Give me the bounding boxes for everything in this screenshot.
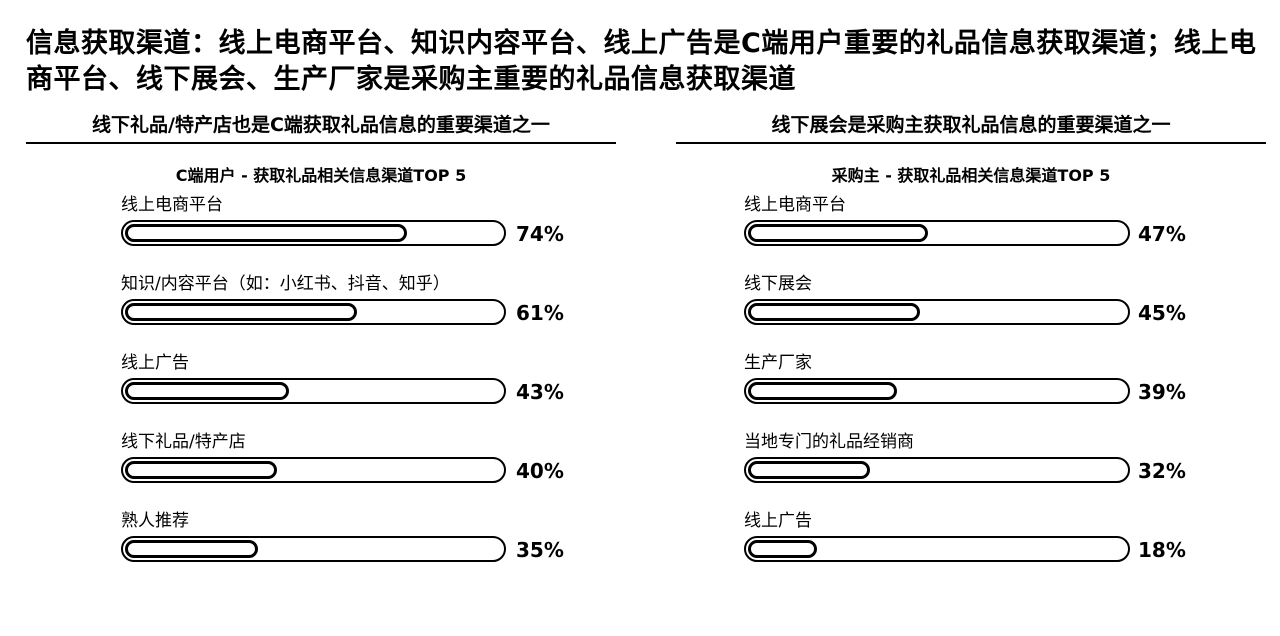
- bar-row: 线上广告 43%: [26, 352, 616, 432]
- bar-track: [744, 536, 1130, 562]
- bar-row: 熟人推荐 35%: [26, 510, 616, 590]
- bar-fill: [748, 224, 928, 242]
- panel-c-end-users: 线下礼品/特产店也是C端获取礼品信息的重要渠道之一 C端用户 - 获取礼品相关信…: [26, 108, 616, 614]
- bar-row: 线上电商平台 74%: [26, 194, 616, 274]
- bar-value-label: 45%: [1138, 301, 1186, 325]
- page-title: 信息获取渠道：线上电商平台、知识内容平台、线上广告是C端用户重要的礼品信息获取渠…: [26, 28, 1257, 95]
- bar-category-label: 线上电商平台: [744, 195, 846, 215]
- bar-track: [121, 378, 506, 404]
- bar-fill: [125, 540, 259, 558]
- bar-track: [121, 220, 506, 246]
- divider: [676, 142, 1266, 144]
- bar-category-label: 熟人推荐: [121, 511, 189, 531]
- bar-row: 知识/内容平台（如：小红书、抖音、知乎） 61%: [26, 273, 616, 353]
- bar-category-label: 线上广告: [121, 353, 189, 373]
- bar-value-label: 18%: [1138, 538, 1186, 562]
- bar-category-label: 生产厂家: [744, 353, 812, 373]
- bar-category-label: 线下礼品/特产店: [121, 432, 246, 452]
- bar-fill: [125, 224, 407, 242]
- bar-value-label: 32%: [1138, 459, 1186, 483]
- bar-track: [121, 457, 506, 483]
- bar-category-label: 线上电商平台: [121, 195, 223, 215]
- bar-value-label: 47%: [1138, 222, 1186, 246]
- bar-value-label: 43%: [516, 380, 564, 404]
- bar-fill: [125, 461, 278, 479]
- bar-row: 线下礼品/特产店 40%: [26, 431, 616, 511]
- panel-subtitle: 线下礼品/特产店也是C端获取礼品信息的重要渠道之一: [92, 114, 550, 136]
- bar-row: 线上电商平台 47%: [676, 194, 1266, 274]
- bar-fill: [748, 303, 920, 321]
- bar-category-label: 知识/内容平台（如：小红书、抖音、知乎）: [121, 274, 450, 294]
- bar-category-label: 线上广告: [744, 511, 812, 531]
- bar-chart-c-end: 线上电商平台 74% 知识/内容平台（如：小红书、抖音、知乎） 61% 线上广告 43% 线…: [26, 194, 616, 614]
- bar-fill: [125, 382, 289, 400]
- bar-track: [744, 220, 1130, 246]
- bar-track: [121, 536, 506, 562]
- bar-track: [744, 299, 1130, 325]
- divider: [26, 142, 616, 144]
- bar-chart-buyers: 线上电商平台 47% 线下展会 45% 生产厂家 39% 当地专门的礼品经销商 32% 线上广告…: [676, 194, 1266, 614]
- bar-fill: [125, 303, 358, 321]
- bar-value-label: 35%: [516, 538, 564, 562]
- bar-fill: [748, 382, 897, 400]
- bar-track: [121, 299, 506, 325]
- bar-fill: [748, 461, 871, 479]
- bar-row: 线上广告 18%: [676, 510, 1266, 590]
- bar-value-label: 61%: [516, 301, 564, 325]
- bar-row: 当地专门的礼品经销商 32%: [676, 431, 1266, 511]
- bar-track: [744, 457, 1130, 483]
- chart-title: 采购主 - 获取礼品相关信息渠道TOP 5: [831, 166, 1111, 185]
- bar-category-label: 线下展会: [744, 274, 812, 294]
- chart-title: C端用户 - 获取礼品相关信息渠道TOP 5: [175, 166, 467, 185]
- bar-fill: [748, 540, 817, 558]
- bar-track: [744, 378, 1130, 404]
- bar-value-label: 40%: [516, 459, 564, 483]
- bar-category-label: 当地专门的礼品经销商: [744, 432, 914, 452]
- panel-subtitle: 线下展会是采购主获取礼品信息的重要渠道之一: [771, 114, 1171, 136]
- panel-buyers: 线下展会是采购主获取礼品信息的重要渠道之一 采购主 - 获取礼品相关信息渠道TO…: [676, 108, 1266, 614]
- bar-row: 线下展会 45%: [676, 273, 1266, 353]
- bar-value-label: 74%: [516, 222, 564, 246]
- bar-value-label: 39%: [1138, 380, 1186, 404]
- bar-row: 生产厂家 39%: [676, 352, 1266, 432]
